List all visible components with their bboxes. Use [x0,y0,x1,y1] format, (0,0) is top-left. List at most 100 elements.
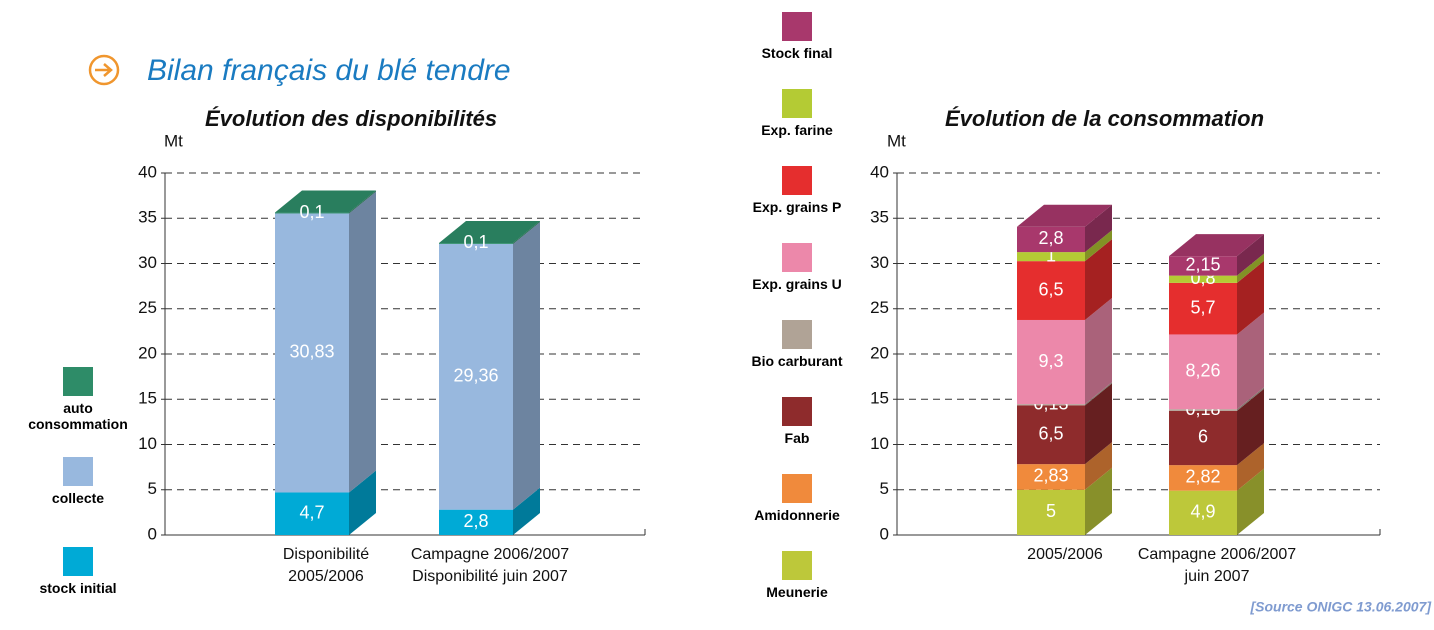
bar-segment [1017,404,1085,406]
bar-segment [439,243,513,510]
bar-segment [1017,226,1085,253]
bar-segment [1017,489,1085,535]
legend-label: auto consommation [28,400,128,432]
legend-swatch [782,243,812,272]
legend-label: Exp. grains U [752,276,842,292]
y-axis-label: Mt [164,131,183,150]
legend-swatch [782,12,812,41]
bar-segment [1169,282,1237,335]
value-label: 2,8 [463,511,488,531]
y-tick-label: 25 [138,298,157,317]
legend-swatch [782,551,812,580]
y-tick-label: 15 [870,389,889,408]
y-tick-label: 0 [880,524,889,543]
bar-top [275,190,376,213]
y-tick-label: 20 [870,343,889,362]
bar-side [1085,297,1112,405]
value-label: 5,7 [1190,297,1215,317]
value-label: 0,1 [299,202,324,222]
bar-segment [275,212,349,214]
value-label: 8,26 [1185,361,1220,381]
bar-segment [1169,409,1237,411]
legend-label: Meunerie [766,584,828,600]
legend-swatch [782,320,812,349]
bar-segment [439,243,513,244]
bar-side [1237,468,1264,535]
y-tick-label: 25 [870,298,889,317]
bar-segment [1169,465,1237,491]
y-tick-label: 15 [138,389,157,408]
y-tick-label: 5 [148,479,157,498]
legend-label: Bio carburant [751,353,843,369]
bar-segment [1169,490,1237,535]
value-label: 2,83 [1033,466,1068,486]
legend-swatch [782,474,812,503]
bar-side [1085,442,1112,490]
legend-label: collecte [51,490,105,506]
bar-side [513,221,540,510]
bar-side [1085,239,1112,320]
bar-side [513,221,540,244]
bar-side [1237,388,1264,466]
bar-segment [1169,256,1237,276]
legend-swatch [63,367,93,396]
bar-side [1237,234,1264,276]
bar-segment [275,492,349,535]
legend-swatch [63,457,93,486]
bar-side [1237,387,1264,411]
bar-segment [1017,319,1085,405]
bar-segment [1017,252,1085,262]
bar-segment [275,213,349,493]
bar-segment [1169,334,1237,410]
bar-side [1237,260,1264,335]
bar-side [349,470,376,535]
legend-swatch [782,397,812,426]
legend-swatch [63,547,93,576]
bar-side [1085,383,1112,465]
x-tick-label: Disponibilité 2005/2006 [282,546,370,585]
value-label: 6,5 [1038,279,1063,299]
bar-top [439,221,540,244]
y-tick-label: 5 [880,479,889,498]
legend-label: Exp. grains P [752,199,842,215]
value-label: 4,7 [299,502,324,522]
bar-side [349,191,376,493]
value-label: 0,1 [463,232,488,252]
y-tick-label: 35 [138,208,157,227]
bar-top [1017,204,1112,227]
y-tick-label: 20 [138,343,157,362]
y-tick-label: 10 [138,434,157,453]
y-tick-label: 10 [870,434,889,453]
bar-side [1085,382,1112,406]
value-label: 2,15 [1185,255,1220,275]
value-label: 4,9 [1190,502,1215,522]
value-label: 2,8 [1038,228,1063,248]
y-axis-label: Mt [887,131,906,150]
y-tick-label: 40 [138,162,157,181]
legend-label: Stock final [761,45,833,61]
bar-side [513,487,540,535]
y-tick-label: 30 [870,253,889,272]
legend-label: Amidonnerie [754,507,840,523]
title-arrow [95,63,113,77]
bar-side [1237,312,1264,410]
value-label: 6 [1198,427,1208,447]
bar-segment [439,509,513,535]
y-tick-label: 40 [870,162,889,181]
bar-side [1085,204,1112,253]
page-title: Bilan français du blé tendre [147,54,511,87]
legend-swatch [782,166,812,195]
value-label: 29,36 [453,366,498,386]
value-label: 30,83 [289,342,334,362]
bar-top [1169,234,1264,257]
value-label: 9,3 [1038,351,1063,371]
bar-segment [1017,464,1085,490]
x-tick-label: 2005/2006 [1027,546,1103,563]
value-label: 6,5 [1038,423,1063,443]
bar-segment [1017,405,1085,465]
value-label: 5 [1046,501,1056,521]
legend-label: Exp. farine [761,122,833,138]
title-icon [88,54,120,86]
chart-title: Évolution de la consommation [945,106,1264,131]
